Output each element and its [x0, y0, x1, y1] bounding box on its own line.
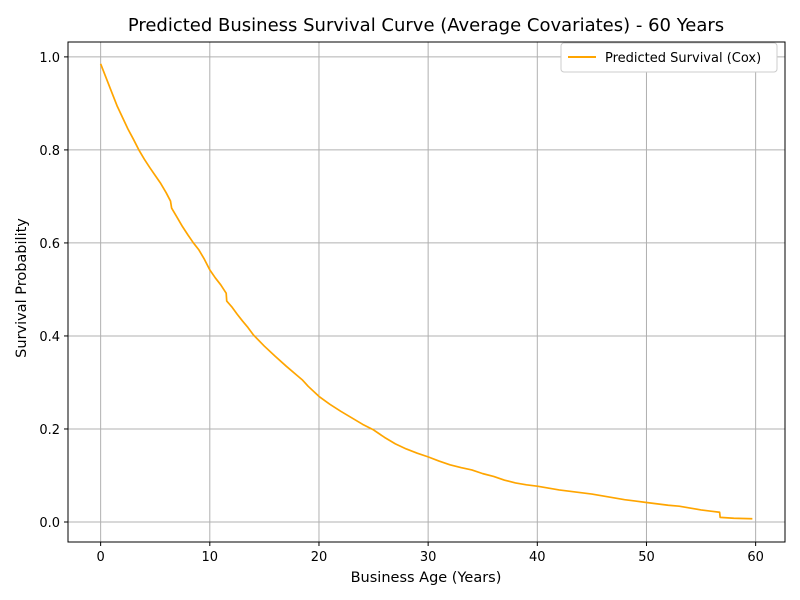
x-tick-label: 30	[420, 550, 437, 565]
chart-title: Predicted Business Survival Curve (Avera…	[128, 15, 724, 36]
legend-label-predicted-survival: Predicted Survival (Cox)	[605, 51, 761, 66]
y-tick-label: 0.2	[39, 423, 60, 438]
plot-area-frame	[67, 41, 786, 543]
tick-layer: 0 10 20 30 40 50 60 0.0 0.2 0.4 0.6 0.8 1.0	[39, 51, 764, 565]
x-tick-label: 0	[96, 550, 104, 565]
x-tick-label: 50	[638, 550, 655, 565]
legend-box	[560, 42, 778, 73]
y-axis-label: Survival Probability	[14, 218, 30, 358]
legend: Predicted Survival (Cox)	[560, 42, 778, 73]
y-tick-label: 0.4	[39, 330, 60, 345]
x-tick-label: 10	[202, 550, 219, 565]
y-tick-label: 0.0	[39, 516, 60, 531]
y-tick-label: 0.6	[39, 237, 60, 252]
x-tick-label: 60	[747, 550, 764, 565]
x-axis-label: Business Age (Years)	[351, 570, 502, 586]
y-tick-label: 1.0	[39, 51, 60, 66]
series-line-predicted-survival	[99, 63, 753, 520]
x-tick-label: 20	[311, 550, 328, 565]
series-layer	[99, 63, 753, 520]
x-tick-label: 40	[529, 550, 546, 565]
y-tick-label: 0.8	[39, 144, 60, 159]
